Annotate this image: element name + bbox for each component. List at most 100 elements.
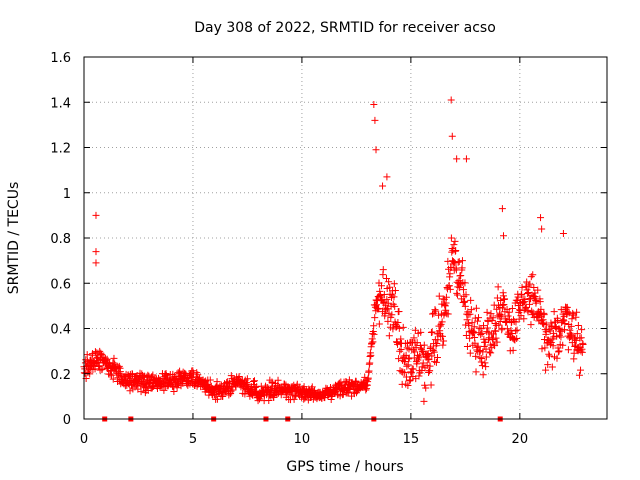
data-point — [92, 259, 100, 267]
data-point — [508, 330, 516, 338]
data-point — [458, 257, 466, 265]
data-point — [518, 291, 526, 299]
data-point — [478, 354, 486, 362]
data-point — [170, 387, 178, 395]
data-point — [384, 299, 392, 307]
data-point — [475, 314, 483, 322]
data-point — [434, 336, 442, 344]
data-point — [371, 116, 379, 124]
data-point — [573, 308, 581, 316]
data-point — [579, 340, 587, 348]
data-point — [109, 359, 117, 367]
data-point — [529, 271, 537, 279]
data-point — [277, 391, 285, 399]
data-point — [405, 345, 413, 353]
data-point — [499, 232, 507, 240]
data-point — [213, 378, 221, 386]
data-point — [486, 348, 494, 356]
data-point — [482, 353, 490, 361]
data-point — [535, 317, 543, 325]
data-point — [543, 321, 551, 329]
data-point — [392, 323, 400, 331]
data-point — [431, 306, 439, 314]
data-point — [366, 359, 374, 367]
data-point — [423, 350, 431, 358]
data-point — [436, 322, 444, 330]
data-point — [524, 288, 532, 296]
data-point — [418, 363, 426, 371]
data-point — [468, 319, 476, 327]
data-point — [540, 311, 548, 319]
data-point — [493, 305, 501, 313]
data-point — [470, 323, 478, 331]
data-point — [425, 356, 433, 364]
data-point — [95, 362, 103, 370]
data-point — [447, 234, 455, 242]
data-point — [455, 258, 463, 266]
data-point — [521, 295, 529, 303]
data-point — [542, 366, 550, 374]
data-point — [411, 348, 419, 356]
y-tick-label: 0.8 — [50, 232, 71, 247]
data-point — [406, 377, 414, 385]
data-point — [473, 317, 481, 325]
data-point — [369, 338, 377, 346]
data-point — [385, 278, 393, 286]
data-point — [466, 334, 474, 342]
data-point — [493, 338, 501, 346]
x-tick-label: 5 — [189, 432, 197, 447]
data-point — [445, 282, 453, 290]
data-point — [225, 391, 233, 399]
data-point — [501, 295, 509, 303]
data-point — [528, 307, 536, 315]
data-point — [265, 397, 273, 405]
data-point — [391, 302, 399, 310]
data-point — [395, 355, 403, 363]
data-point — [365, 367, 373, 375]
data-point — [372, 146, 380, 154]
data-point — [420, 397, 428, 405]
data-point — [375, 305, 383, 313]
data-point — [487, 310, 495, 318]
data-point — [430, 348, 438, 356]
data-point — [471, 339, 479, 347]
data-point — [390, 280, 398, 288]
data-point — [559, 341, 567, 349]
data-point — [505, 308, 513, 316]
data-point — [174, 369, 182, 377]
data-point — [565, 309, 573, 317]
data-point — [427, 381, 435, 389]
data-point — [484, 317, 492, 325]
data-point — [375, 320, 383, 328]
data-point — [523, 289, 531, 297]
y-axis-label: SRMTID / TECUs — [6, 182, 22, 295]
data-point — [251, 377, 259, 385]
data-point — [577, 334, 585, 342]
data-point — [492, 327, 500, 335]
data-point — [554, 348, 562, 356]
data-point — [457, 280, 465, 288]
data-point — [463, 316, 471, 324]
data-point — [499, 301, 507, 309]
data-point — [513, 334, 521, 342]
data-point — [194, 371, 202, 379]
data-point — [472, 368, 480, 376]
data-point — [386, 283, 394, 291]
data-point — [399, 323, 407, 331]
data-point — [511, 336, 519, 344]
data-point — [417, 328, 425, 336]
data-point — [548, 363, 556, 371]
data-point — [454, 258, 462, 266]
data-point — [466, 349, 474, 357]
data-point — [412, 344, 420, 352]
data-point — [109, 375, 117, 383]
data-point — [462, 291, 470, 299]
data-point — [377, 282, 385, 290]
data-point — [489, 314, 497, 322]
data-point — [573, 330, 581, 338]
data-point — [92, 248, 100, 256]
tick-labels: 0 5 10 15 20 0 0.2 0.4 0.6 0.8 1 1.2 1.4 1.6 — [50, 51, 528, 447]
data-point — [461, 297, 469, 305]
data-point — [428, 328, 436, 336]
